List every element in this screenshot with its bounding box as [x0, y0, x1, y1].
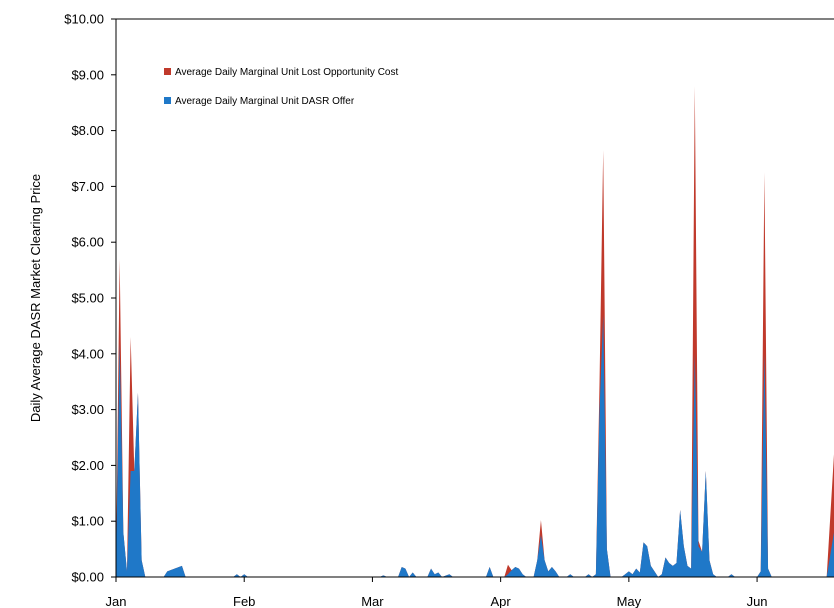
x-tick-label: Apr [491, 594, 512, 608]
legend-label-dasr-offer: Average Daily Marginal Unit DASR Offer [175, 96, 355, 107]
x-tick-label: May [617, 594, 642, 608]
y-tick-label: $4.00 [71, 346, 104, 361]
x-tick-label: Mar [361, 594, 384, 608]
area-series-0 [116, 85, 834, 578]
y-tick-label: $9.00 [71, 67, 104, 82]
legend-swatch-dasr-offer [164, 97, 171, 104]
y-tick-label: $2.00 [71, 458, 104, 473]
y-axis-title: Daily Average DASR Market Clearing Price [28, 174, 43, 422]
y-tick-label: $7.00 [71, 179, 104, 194]
y-tick-label: $8.00 [71, 123, 104, 138]
area-series-group [116, 85, 834, 578]
x-ticks-group: Jan Feb Mar Apr May Jun [106, 577, 768, 608]
x-tick-label: Feb [233, 594, 255, 608]
y-tick-label: $3.00 [71, 402, 104, 417]
legend-label-lost-opportunity-cost: Average Daily Marginal Unit Lost Opportu… [175, 67, 398, 78]
y-ticks-group: $0.00 $1.00 $2.00 $3.00 $4.00 $5.00 $6.00 $7.00… [64, 12, 116, 585]
legend: Average Daily Marginal Unit Lost Opportu… [164, 67, 398, 107]
y-tick-label: $6.00 [71, 235, 104, 250]
y-tick-label: $1.00 [71, 514, 104, 529]
legend-swatch-lost-opportunity-cost [164, 68, 171, 75]
x-tick-label: Jan [106, 594, 127, 608]
y-tick-label: $10.00 [64, 12, 104, 27]
area-series-1 [116, 314, 834, 577]
y-tick-label: $0.00 [71, 570, 104, 585]
y-tick-label: $5.00 [71, 291, 104, 306]
x-tick-label: Jun [747, 594, 768, 608]
